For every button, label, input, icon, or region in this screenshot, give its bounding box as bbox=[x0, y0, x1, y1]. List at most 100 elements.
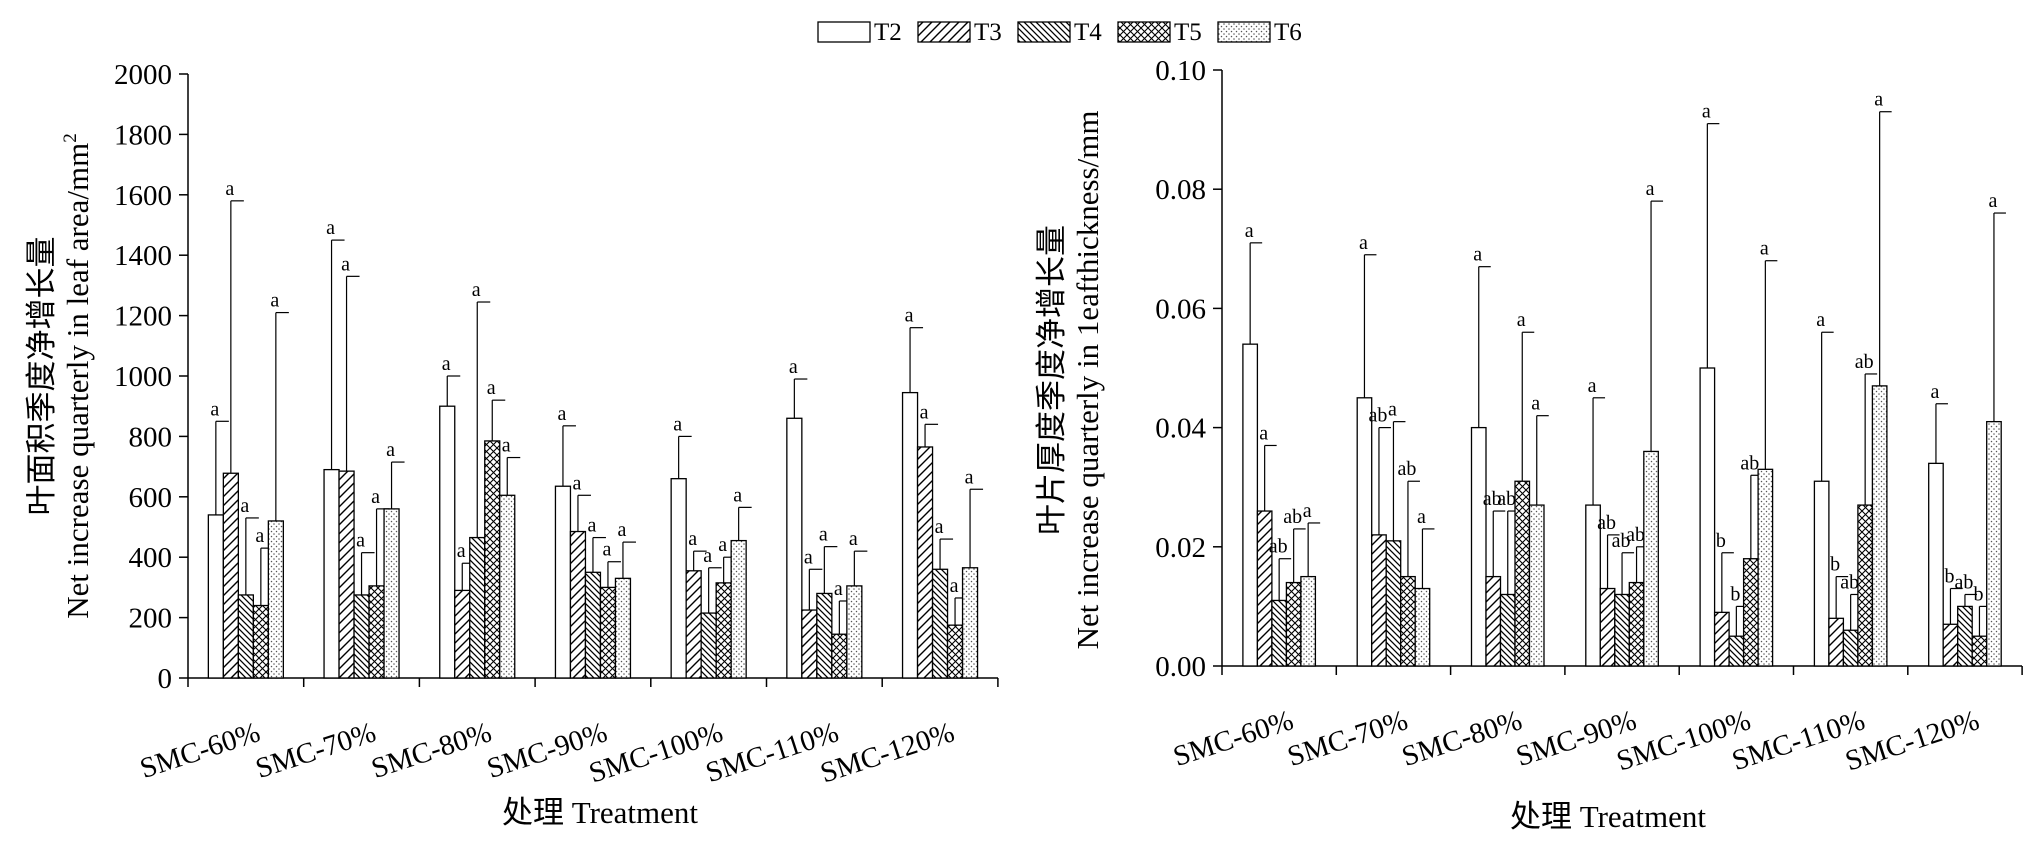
bar-t2-smc-70pct bbox=[323, 468, 340, 679]
bar-t6-smc-70pct bbox=[383, 508, 400, 679]
y-tick-label: 400 bbox=[129, 542, 173, 574]
legend-swatch-t4 bbox=[1017, 21, 1071, 43]
bar-t6-smc-100pct bbox=[730, 539, 747, 679]
significance-letter: a bbox=[834, 578, 843, 600]
bar-t2-smc-120pct bbox=[1928, 462, 1944, 667]
significance-letter: ab bbox=[1497, 488, 1516, 510]
bar-t4-smc-110pct bbox=[1842, 629, 1859, 667]
x-category-label: SMC-80% bbox=[1398, 704, 1526, 773]
x-category-label: SMC-120% bbox=[1841, 704, 1983, 777]
significance-letter: b bbox=[1944, 566, 1954, 588]
bar-t2-smc-90pct bbox=[554, 485, 572, 679]
bar-t4-smc-60pct bbox=[1271, 599, 1288, 667]
significance-letter: a bbox=[270, 290, 279, 312]
legend-label-t4: T4 bbox=[1074, 19, 1102, 46]
bar-t5-smc-100pct bbox=[1742, 558, 1759, 667]
y-axis-title-en-text: Net increase quarterly in leaf area/mm bbox=[60, 143, 95, 619]
bar-t4-smc-100pct bbox=[700, 612, 717, 679]
bar-t2-smc-120pct bbox=[901, 391, 919, 679]
bar-t2-smc-80pct bbox=[439, 405, 456, 679]
bar-t6-smc-90pct bbox=[614, 577, 632, 679]
significance-letter: a bbox=[950, 575, 959, 597]
significance-letter: ab bbox=[1840, 571, 1859, 593]
significance-letter: a bbox=[386, 439, 395, 461]
significance-letter: a bbox=[920, 401, 929, 423]
significance-letter: ab bbox=[1612, 530, 1631, 552]
bar-t4-smc-100pct bbox=[1728, 635, 1745, 667]
bar-t5-smc-80pct bbox=[484, 440, 501, 679]
significance-letter: a bbox=[718, 534, 727, 556]
bar-t5-smc-110pct bbox=[831, 633, 848, 679]
significance-letter: ab bbox=[1740, 452, 1759, 474]
bar-t6-smc-80pct bbox=[499, 494, 516, 679]
chart-leaf-area: 0 200 400 600 800 1000 1200 1400 1600 1800 2000 SMC… bbox=[24, 59, 999, 830]
y-tick-label: 1200 bbox=[114, 301, 172, 333]
x-category-label: SMC-60% bbox=[136, 716, 264, 785]
significance-letter: a bbox=[965, 466, 974, 488]
y-tick-label: 1000 bbox=[114, 361, 172, 393]
y-axis-title-superscript: 2 bbox=[60, 133, 81, 143]
y-axis-title-en: Net increase quarterly in 1eafthickness/… bbox=[1070, 111, 1105, 650]
x-category-label: SMC-100% bbox=[585, 716, 727, 789]
significance-letter: a bbox=[326, 217, 335, 239]
significance-letter: a bbox=[1646, 178, 1655, 200]
significance-letter: ab bbox=[1626, 524, 1645, 546]
legend-label-t5: T5 bbox=[1174, 19, 1202, 46]
significance-letter: a bbox=[1245, 220, 1254, 242]
legend-swatch-t5 bbox=[1117, 21, 1171, 43]
significance-letter: a bbox=[1588, 375, 1597, 397]
legend-label-t2: T2 bbox=[874, 19, 902, 46]
significance-letter: a bbox=[558, 403, 567, 425]
significance-letter: a bbox=[688, 528, 697, 550]
bar-t3-smc-120pct bbox=[916, 446, 934, 679]
significance-letter: a bbox=[819, 524, 828, 546]
bar-t3-smc-90pct bbox=[1599, 587, 1616, 667]
bar-t5-smc-60pct bbox=[1285, 581, 1302, 667]
bar-t3-smc-60pct bbox=[1256, 510, 1273, 667]
bar-t5-smc-120pct bbox=[946, 624, 964, 679]
y-tick-label: 0.00 bbox=[1155, 651, 1206, 683]
bar-t3-smc-120pct bbox=[1942, 623, 1959, 667]
y-tick-label: 0.06 bbox=[1155, 293, 1206, 325]
y-tick-label: 800 bbox=[129, 421, 173, 453]
significance-letter: b bbox=[1716, 530, 1726, 552]
bar-t3-smc-110pct bbox=[801, 609, 818, 679]
bar-t3-smc-60pct bbox=[222, 472, 240, 679]
significance-letter: a bbox=[487, 377, 496, 399]
bar-t3-smc-100pct bbox=[685, 570, 702, 679]
bar-t2-smc-60pct bbox=[1242, 343, 1259, 667]
significance-letter: a bbox=[1989, 190, 1998, 212]
significance-letter: a bbox=[588, 515, 597, 537]
bar-t5-smc-60pct bbox=[252, 604, 270, 679]
significance-letter: b bbox=[1973, 583, 1983, 605]
significance-letter: a bbox=[573, 472, 582, 494]
y-tick-label: 0.02 bbox=[1155, 532, 1206, 564]
significance-letter: a bbox=[210, 398, 219, 420]
significance-letter: ab bbox=[1855, 351, 1874, 373]
bar-t5-smc-70pct bbox=[1400, 575, 1416, 667]
y-axis-title-cn: 叶片厚度季度净增长量 bbox=[1034, 225, 1069, 535]
significance-letter: a bbox=[1874, 89, 1883, 111]
significance-letter: a bbox=[1931, 381, 1940, 403]
y-axis-title-cn: 叶面积季度净增长量 bbox=[24, 237, 59, 516]
significance-letter: ab bbox=[1483, 488, 1502, 510]
bar-t5-smc-100pct bbox=[715, 582, 732, 679]
bar-t3-smc-70pct bbox=[1371, 534, 1387, 667]
significance-letter: ab bbox=[1398, 458, 1417, 480]
bar-t6-smc-90pct bbox=[1643, 450, 1659, 667]
significance-letter: a bbox=[673, 413, 682, 435]
y-tick-label: 0.04 bbox=[1155, 413, 1206, 445]
bar-t5-smc-120pct bbox=[1971, 635, 1988, 667]
legend-swatch-t6 bbox=[1217, 21, 1271, 43]
bar-t6-smc-60pct bbox=[267, 520, 285, 679]
significance-letter: a bbox=[804, 546, 813, 568]
bar-t2-smc-80pct bbox=[1470, 426, 1487, 667]
bar-t2-smc-70pct bbox=[1356, 397, 1373, 667]
x-category-label: SMC-70% bbox=[252, 716, 380, 785]
significance-letter: ab bbox=[1597, 512, 1616, 534]
significance-letter: a bbox=[502, 435, 511, 457]
significance-letter: a bbox=[1303, 500, 1312, 522]
legend-swatch-t2 bbox=[817, 21, 871, 43]
bar-t3-smc-80pct bbox=[454, 589, 471, 679]
significance-letter: a bbox=[1417, 506, 1426, 528]
